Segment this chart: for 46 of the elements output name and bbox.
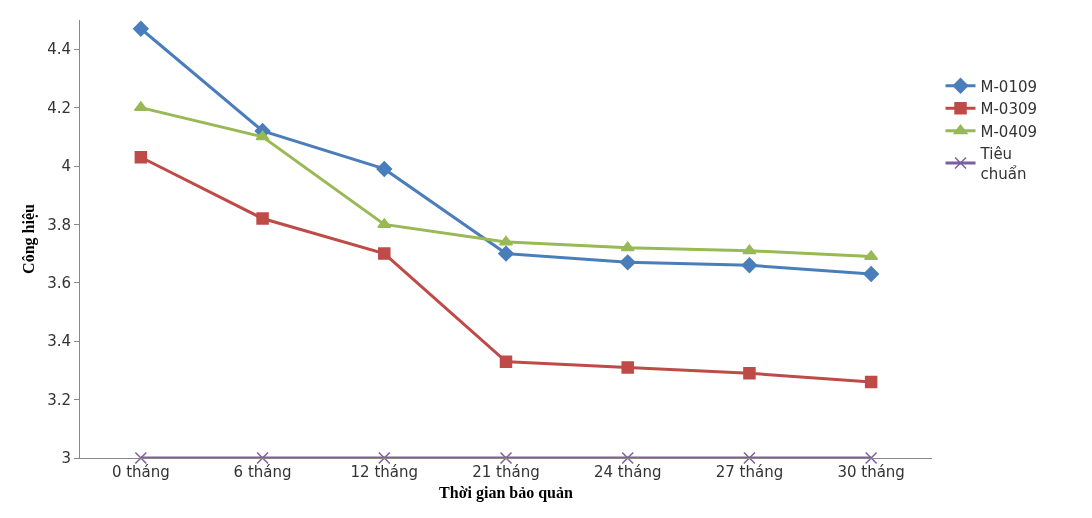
legend-label: Tiêu chuẩn <box>979 145 1027 183</box>
point <box>621 361 634 374</box>
y-tick-label: 4.2 <box>47 98 71 117</box>
x-tick-label: 30 tháng <box>837 463 905 481</box>
point <box>743 367 756 380</box>
point <box>620 241 635 252</box>
point <box>378 247 391 260</box>
y-tick-label: 4 <box>61 157 71 176</box>
x-tick-label: 0 tháng <box>111 463 170 481</box>
x-tick-label: 21 tháng <box>472 463 540 481</box>
y-tick-label: 3 <box>61 449 71 468</box>
x-tick-label: 27 tháng <box>715 463 784 481</box>
y-tick-label: 3.2 <box>47 390 71 409</box>
point <box>743 451 756 465</box>
point <box>621 451 634 465</box>
point <box>864 451 878 465</box>
point <box>256 212 269 225</box>
point <box>132 20 149 37</box>
y-tick-label: 4.4 <box>47 40 71 59</box>
y-tick-label: 3.8 <box>47 215 71 234</box>
x-axis-title: Thời gian bảo quản <box>439 483 574 502</box>
y-axis-title: Công hiệu <box>20 204 39 274</box>
point <box>134 150 148 164</box>
x-tick-label: 12 tháng <box>350 463 419 481</box>
y-tick-label: 3.6 <box>47 274 71 293</box>
point <box>742 244 757 255</box>
point <box>863 266 880 282</box>
point <box>133 101 148 112</box>
point <box>619 254 636 271</box>
legend-label: M-0409 <box>980 122 1038 141</box>
point <box>741 257 758 274</box>
point <box>864 250 879 261</box>
x-tick-label: 6 tháng <box>233 463 292 481</box>
point <box>134 451 148 465</box>
point <box>256 451 269 465</box>
x-tick-label: 24 tháng <box>593 463 662 481</box>
point <box>255 130 270 141</box>
legend-label: M-0309 <box>980 100 1038 119</box>
point <box>376 161 393 177</box>
point <box>378 451 391 465</box>
legend-label: M-0109 <box>980 77 1038 96</box>
point <box>864 375 878 389</box>
point <box>499 451 513 465</box>
point <box>498 245 514 262</box>
point <box>499 355 513 368</box>
y-tick-label: 3.4 <box>47 332 71 351</box>
